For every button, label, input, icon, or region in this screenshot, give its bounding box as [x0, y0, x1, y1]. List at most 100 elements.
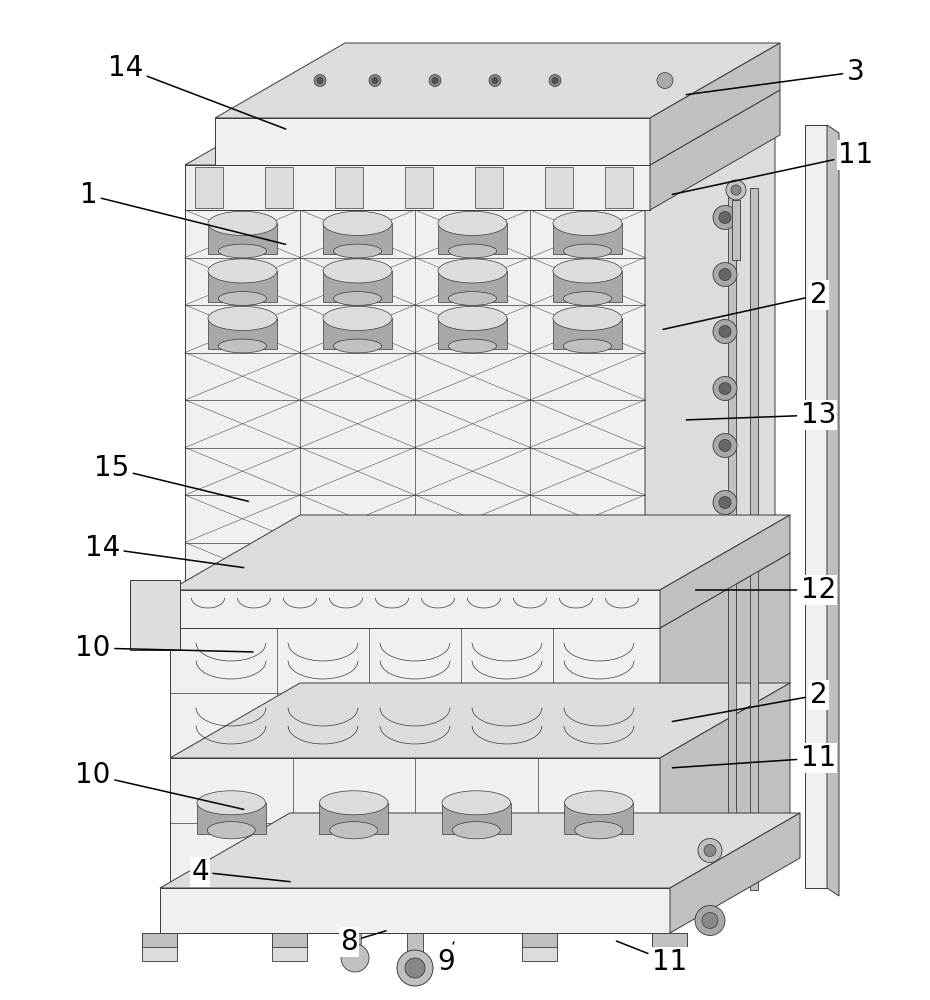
Polygon shape	[170, 758, 660, 888]
Ellipse shape	[208, 306, 277, 330]
Circle shape	[719, 496, 731, 508]
Bar	[652, 933, 687, 961]
Polygon shape	[170, 515, 790, 590]
Bar	[142, 933, 177, 947]
Ellipse shape	[575, 822, 623, 839]
Circle shape	[405, 958, 425, 978]
Text: 1: 1	[80, 181, 286, 244]
Ellipse shape	[219, 339, 267, 353]
Bar	[565, 803, 633, 834]
Bar	[553, 223, 622, 254]
Ellipse shape	[219, 292, 267, 305]
Bar	[323, 223, 392, 254]
Bar	[750, 188, 758, 890]
Ellipse shape	[553, 259, 622, 283]
Circle shape	[317, 78, 323, 84]
Circle shape	[552, 78, 558, 84]
Circle shape	[397, 950, 433, 986]
Circle shape	[657, 73, 673, 89]
Polygon shape	[650, 90, 780, 210]
Circle shape	[713, 434, 737, 458]
Ellipse shape	[564, 339, 612, 353]
Ellipse shape	[438, 259, 507, 283]
Text: 12: 12	[696, 576, 836, 604]
Text: 4: 4	[192, 858, 290, 886]
Ellipse shape	[197, 791, 266, 815]
Bar	[208, 271, 277, 302]
Text: 10: 10	[75, 761, 244, 809]
Polygon shape	[170, 683, 790, 758]
Bar	[208, 223, 277, 254]
Ellipse shape	[442, 791, 511, 815]
Bar	[272, 933, 307, 961]
Bar	[405, 167, 433, 208]
Bar	[438, 223, 507, 254]
Bar	[208, 318, 277, 349]
Polygon shape	[670, 813, 800, 933]
Circle shape	[702, 912, 718, 928]
Text: 9: 9	[437, 942, 456, 976]
Circle shape	[719, 268, 731, 280]
Bar	[475, 167, 503, 208]
Bar	[545, 167, 573, 208]
Circle shape	[429, 75, 441, 87]
Ellipse shape	[553, 211, 622, 235]
Bar	[522, 933, 557, 961]
Circle shape	[719, 212, 731, 224]
Ellipse shape	[323, 211, 392, 235]
Bar	[728, 188, 736, 890]
Text: 2: 2	[672, 681, 827, 722]
Ellipse shape	[448, 244, 497, 258]
Ellipse shape	[333, 339, 381, 353]
Circle shape	[713, 490, 737, 514]
Bar	[142, 933, 177, 961]
Polygon shape	[650, 43, 780, 165]
Polygon shape	[805, 125, 827, 888]
Ellipse shape	[333, 244, 381, 258]
Circle shape	[314, 75, 326, 87]
Bar	[349, 933, 361, 958]
Bar	[553, 271, 622, 302]
Bar	[195, 167, 223, 208]
Polygon shape	[660, 515, 790, 628]
Ellipse shape	[438, 306, 507, 330]
Bar	[605, 167, 633, 208]
Text: 14: 14	[108, 54, 286, 129]
Bar	[438, 271, 507, 302]
Bar	[652, 933, 687, 947]
Ellipse shape	[219, 244, 267, 258]
Circle shape	[719, 440, 731, 452]
Bar	[335, 167, 363, 208]
Ellipse shape	[319, 791, 388, 815]
Polygon shape	[645, 135, 775, 590]
Circle shape	[489, 75, 501, 87]
Ellipse shape	[565, 791, 633, 815]
Ellipse shape	[448, 292, 497, 305]
Bar	[522, 933, 557, 947]
Text: 11: 11	[672, 141, 873, 194]
Circle shape	[698, 838, 722, 862]
Text: 8: 8	[340, 928, 386, 956]
Bar	[553, 318, 622, 349]
Bar	[265, 167, 293, 208]
Ellipse shape	[323, 306, 392, 330]
Bar	[442, 803, 511, 834]
Polygon shape	[215, 43, 780, 118]
Polygon shape	[660, 683, 790, 888]
Polygon shape	[827, 125, 839, 896]
Circle shape	[731, 185, 741, 195]
Circle shape	[372, 78, 378, 84]
Bar	[323, 271, 392, 302]
Circle shape	[719, 382, 731, 394]
Bar	[130, 580, 180, 650]
Circle shape	[713, 376, 737, 400]
Circle shape	[492, 78, 498, 84]
Bar	[323, 318, 392, 349]
Polygon shape	[215, 118, 650, 165]
Text: 2: 2	[663, 281, 827, 329]
Polygon shape	[185, 90, 780, 165]
Circle shape	[695, 906, 725, 936]
Ellipse shape	[564, 244, 612, 258]
Text: 10: 10	[75, 634, 253, 662]
Ellipse shape	[330, 822, 378, 839]
